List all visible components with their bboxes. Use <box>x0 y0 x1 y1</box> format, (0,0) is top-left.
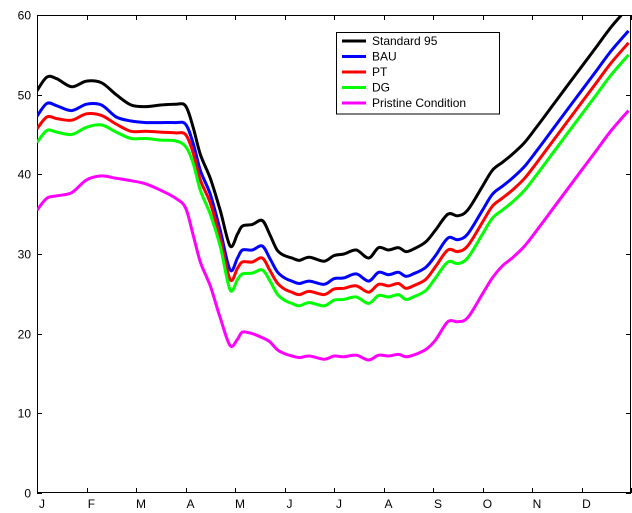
x-tick-label: J <box>39 497 45 511</box>
series-line-bau <box>37 29 630 286</box>
legend-label: Pristine Condition <box>372 96 466 110</box>
series-line-pt <box>37 41 630 297</box>
x-tick-label: S <box>434 497 442 511</box>
y-tick-label: 60 <box>18 9 32 23</box>
legend-label: PT <box>372 65 388 79</box>
x-tick-label: M <box>235 497 245 511</box>
y-tick-label: 40 <box>18 168 32 182</box>
y-tick-label: 0 <box>24 487 31 501</box>
legend-label: Standard 95 <box>372 34 438 48</box>
series-lines <box>37 15 630 362</box>
x-tick-label: N <box>533 497 542 511</box>
x-tick-label: J <box>336 497 342 511</box>
y-tick-label: 20 <box>18 328 32 342</box>
series-line-standard-95 <box>37 15 624 263</box>
x-tick-label: F <box>88 497 95 511</box>
x-tick-label: J <box>286 497 292 511</box>
x-tick-label: D <box>582 497 591 511</box>
y-tick-label: 30 <box>18 248 32 262</box>
x-tick-label: A <box>186 497 194 511</box>
plot-frame <box>37 15 631 493</box>
x-tick-label: A <box>384 497 392 511</box>
plot-area <box>37 15 631 493</box>
x-tick-label: M <box>136 497 146 511</box>
series-line-dg <box>37 53 630 308</box>
series-line-pristine-condition <box>37 109 630 362</box>
legend-label: DG <box>372 81 390 95</box>
legend-label: BAU <box>372 50 397 64</box>
y-axis-ticks: 0 10 20 30 40 50 60 <box>18 9 631 501</box>
y-tick-label: 10 <box>18 407 32 421</box>
x-tick-label: O <box>483 497 492 511</box>
y-tick-label: 50 <box>18 89 32 103</box>
